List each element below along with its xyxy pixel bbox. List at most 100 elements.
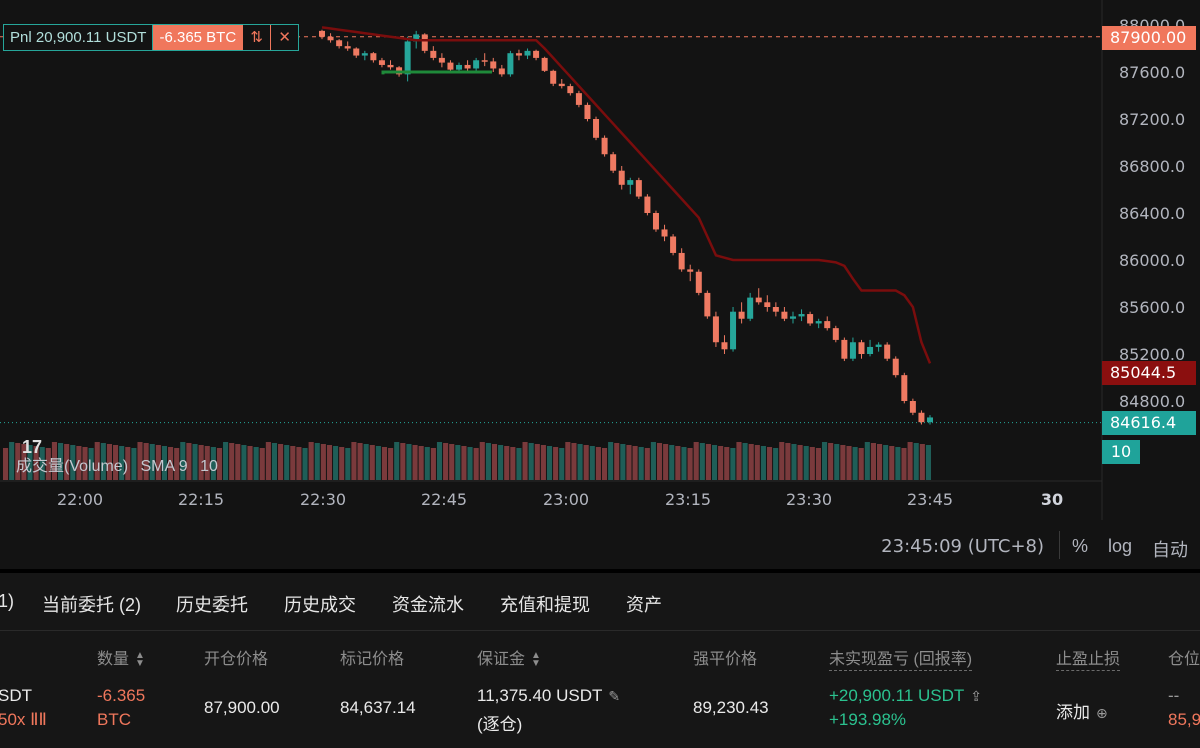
volume-bar (711, 445, 718, 480)
volume-bar (546, 446, 553, 480)
row-symbol: SDT (0, 686, 32, 705)
price-chart[interactable]: 88000.087600.087200.086800.086400.086000… (0, 0, 1200, 520)
volume-bar (51, 442, 58, 480)
tab-deposit-withdraw[interactable]: 充值和提现 (500, 595, 590, 615)
volume-bar (754, 445, 760, 480)
volume-bar (131, 448, 137, 480)
leverage-bars-icon: ⅡⅡ (30, 710, 47, 729)
volume-bar (583, 445, 589, 480)
volume-bar (265, 442, 271, 480)
volume-bar (375, 446, 381, 480)
candle-body (430, 50, 437, 58)
time-axis-label: 23:30 (785, 490, 833, 509)
indicator-price-tag: 85044.5 (1102, 361, 1196, 385)
candle-body (387, 64, 394, 68)
row-leverage: 50x ⅡⅡ (0, 710, 47, 729)
volume-bar (58, 443, 64, 480)
volume-bar (339, 447, 345, 480)
row-open-price: 87,900.00 (204, 698, 280, 717)
volume-bar (76, 446, 82, 480)
volume-bar (271, 443, 278, 480)
candle-body (413, 34, 420, 42)
volume-bar (522, 442, 528, 480)
volume-bar (137, 442, 143, 480)
auto-scale-button[interactable]: 自动 (1152, 540, 1188, 560)
close-icon[interactable]: ✕ (270, 25, 299, 50)
position-pnl-label[interactable]: Pnl 20,900.11 USDT -6.365 BTC ⇅ ✕ (3, 24, 300, 51)
volume-bar (21, 444, 27, 480)
volume-legend[interactable]: 成交量(Volume) SMA 9 10 (16, 452, 226, 476)
add-tpsl-button[interactable]: 添加 ⊕ (1056, 703, 1108, 722)
volume-bar (797, 445, 803, 480)
toolbar-divider (1059, 531, 1060, 559)
candle-body (704, 292, 711, 317)
volume-bar (491, 444, 498, 480)
volume-bar (510, 447, 516, 480)
volume-bar (589, 446, 595, 480)
volume-bar (210, 447, 216, 480)
candle-body (695, 271, 702, 293)
volume-bar (70, 445, 76, 480)
volume-bar (82, 447, 88, 480)
time-axis-label: 30 (1040, 490, 1064, 509)
volume-bar (436, 442, 443, 480)
row-margin[interactable]: 11,375.40 USDT ✎ (477, 686, 621, 705)
candle-body (644, 196, 651, 213)
candle-body (473, 60, 480, 69)
volume-bar (821, 442, 828, 480)
tab-positions[interactable]: 1) (0, 591, 15, 611)
volume-bar (742, 443, 748, 480)
volume-bar (852, 447, 858, 480)
tab-open-orders[interactable]: 当前委托 (2) (42, 595, 141, 615)
candle-body (730, 311, 737, 350)
row-mark-price: 84,637.14 (340, 698, 416, 717)
price-axis-label: 87600.0 (1119, 63, 1186, 82)
candle-body (772, 307, 779, 312)
tab-order-history[interactable]: 历史委托 (176, 595, 248, 615)
volume-bar (198, 445, 204, 480)
candlestick-chart[interactable] (0, 0, 1200, 520)
tradingview-logo-icon: 17 (22, 437, 43, 457)
edit-icon[interactable]: ✎ (608, 688, 621, 704)
candle-body (490, 61, 497, 69)
volume-bar (730, 448, 736, 480)
volume-bar (345, 448, 351, 480)
volume-bar (406, 444, 412, 480)
col-head-qty[interactable]: 数量 ▲ ▼ (97, 649, 145, 669)
volume-bar (381, 447, 388, 480)
volume-bar (614, 443, 620, 480)
volume-bar (565, 442, 571, 480)
candle-body (456, 64, 463, 70)
volume-bar (357, 443, 363, 480)
tab-trade-history[interactable]: 历史成交 (284, 595, 356, 615)
orders-panel: 1) 当前委托 (2) 历史委托 历史成交 资金流水 充值和提现 资产 数量 ▲ ▼… (0, 573, 1200, 748)
tab-assets[interactable]: 资产 (626, 595, 662, 615)
volume-bar (553, 447, 559, 480)
candle-body (336, 40, 343, 47)
log-scale-button[interactable]: log (1108, 536, 1133, 556)
row-qty: -6.365 (97, 686, 146, 705)
volume-bar (174, 448, 180, 480)
volume-bar (94, 442, 100, 480)
volume-bar (27, 445, 33, 480)
volume-bar (369, 445, 375, 480)
candle-body (361, 53, 368, 56)
time-axis-label: 23:15 (664, 490, 712, 509)
volume-bar (192, 444, 198, 480)
volume-bar (33, 446, 39, 480)
last-price-tag: 84616.4 (1102, 411, 1196, 435)
volume-bar (601, 448, 608, 480)
candle-body (764, 302, 771, 307)
volume-bar (485, 443, 491, 480)
volume-bar (901, 448, 907, 480)
share-icon[interactable]: ⇪ (970, 688, 983, 704)
candle-body (670, 236, 677, 253)
col-head-margin[interactable]: 保证金 ▲ ▼ (477, 649, 541, 669)
volume-bar (455, 445, 461, 480)
swap-vertical-icon[interactable]: ⇅ (242, 25, 271, 50)
candle-body (618, 170, 625, 185)
tab-transaction-history[interactable]: 资金流水 (392, 595, 464, 615)
row-unrealized-pnl[interactable]: +20,900.11 USDT ⇪ (829, 686, 983, 705)
percent-scale-button[interactable]: % (1072, 536, 1089, 556)
chart-bottom-bar: 23:45:09 (UTC+8) % log 自动 (0, 528, 1200, 564)
